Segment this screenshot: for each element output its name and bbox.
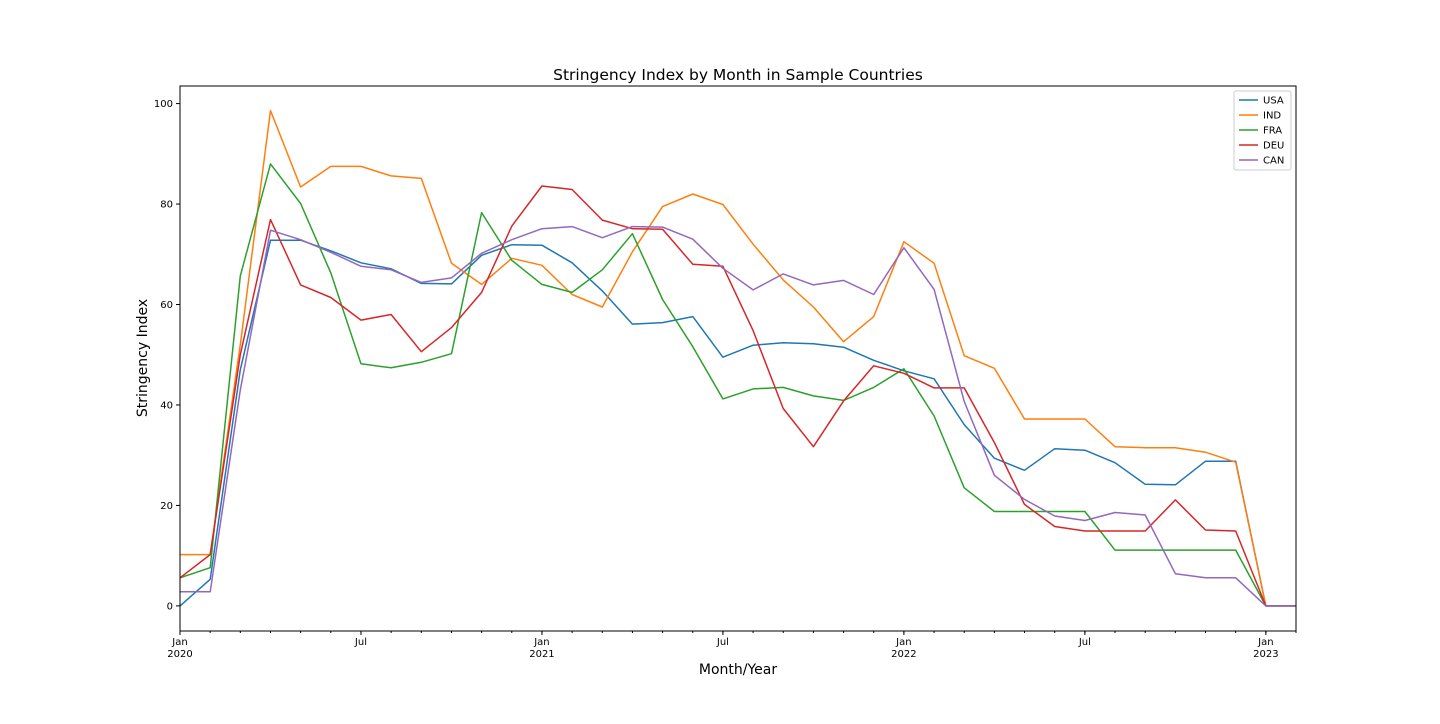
x-tick-year-label: 2023 <box>1253 649 1278 660</box>
x-tick-year-label: 2021 <box>529 649 554 660</box>
x-tick-label: Jul <box>1078 637 1091 648</box>
legend-label-usa: USA <box>1263 96 1284 107</box>
series-line-usa <box>180 240 1296 606</box>
x-axis-title: Month/Year <box>699 662 777 678</box>
series-line-can <box>180 227 1296 606</box>
x-tick-label: Jan <box>171 637 187 648</box>
x-tick-label: Jul <box>354 637 367 648</box>
y-tick-label: 60 <box>160 300 173 311</box>
legend-label-fra: FRA <box>1263 126 1282 137</box>
legend-label-deu: DEU <box>1263 141 1284 152</box>
plot-frame <box>180 86 1296 631</box>
y-tick-label: 20 <box>160 501 173 512</box>
chart-title: Stringency Index by Month in Sample Coun… <box>553 66 923 84</box>
y-tick-label: 80 <box>160 200 173 211</box>
y-tick-label: 100 <box>154 99 173 110</box>
legend-label-can: CAN <box>1263 156 1284 167</box>
legend-label-ind: IND <box>1263 111 1281 122</box>
x-tick-label: Jan <box>533 637 549 648</box>
x-tick-label: Jul <box>716 637 729 648</box>
y-tick-label: 40 <box>160 400 173 411</box>
x-tick-year-label: 2020 <box>167 649 192 660</box>
x-tick-year-label: 2022 <box>891 649 916 660</box>
series-line-deu <box>180 186 1296 606</box>
series-line-fra <box>180 164 1296 606</box>
legend: USA IND FRA DEU CAN <box>1234 91 1291 170</box>
x-tick-label: Jan <box>895 637 911 648</box>
y-axis-title: Stringency Index <box>135 299 151 417</box>
y-tick-label: 0 <box>167 601 173 612</box>
plot-lines <box>180 111 1296 606</box>
y-axis-ticks: 0 20 40 60 80 100 <box>154 99 180 612</box>
x-tick-label: Jan <box>1257 637 1273 648</box>
